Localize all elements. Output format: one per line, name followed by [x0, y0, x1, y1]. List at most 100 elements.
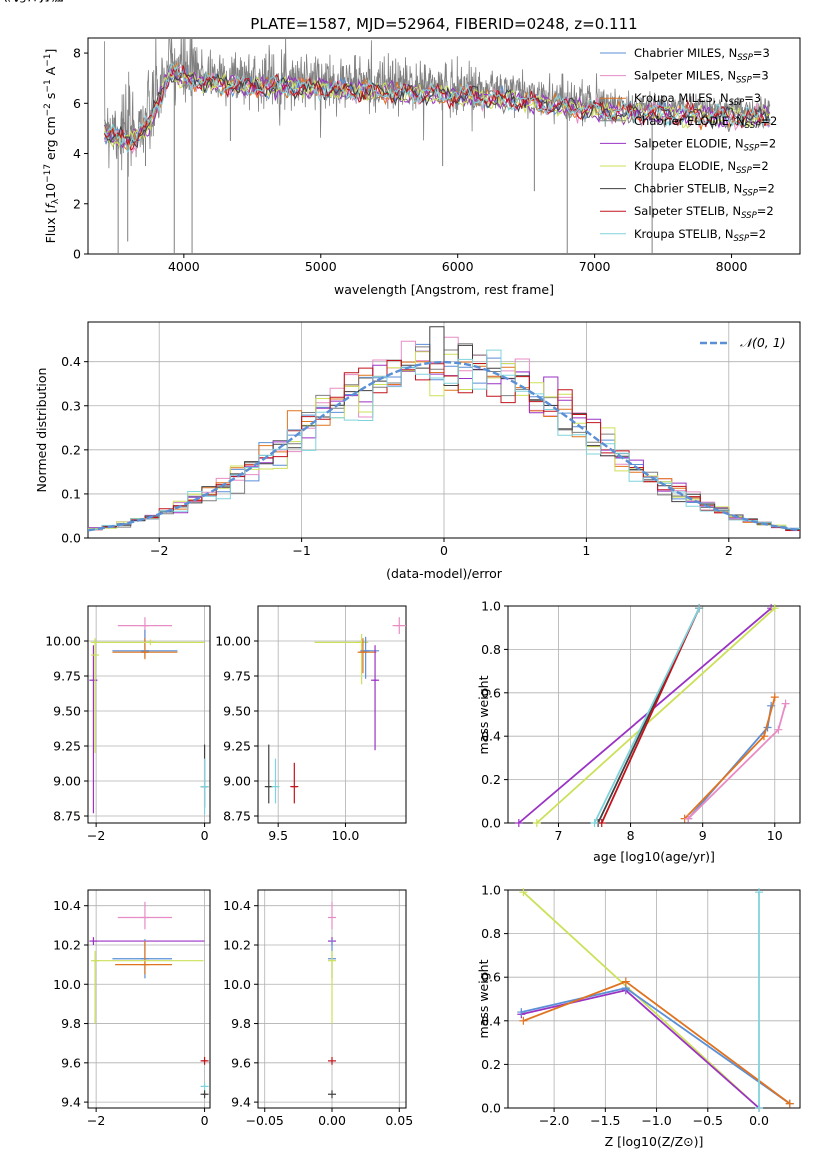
weight_vs_age-ytick-label-2: 0.4 [481, 729, 501, 744]
residuals-ytick-label-1: 0.1 [61, 486, 81, 501]
age-vs-mass-point-4 [371, 645, 380, 751]
age_vs_mass-frame [257, 605, 407, 824]
spectrum-ytick-label-2: 4 [73, 146, 81, 161]
residuals-ylabel: Normed distribution [34, 368, 49, 493]
age_vs_mass-xtick-label-1: 10.0 [332, 828, 360, 843]
weight_vs_age-ytick-label-3: 0.6 [481, 685, 501, 700]
weight-vs-age-xlabel: age [log10(age/yr)] [593, 849, 715, 864]
spectrum-model-kroupa-stelib [104, 62, 771, 154]
mass-vs-Z-point-7 [200, 1090, 209, 1099]
spectrum-xlabel: wavelength [Angstrom, rest frame] [334, 282, 554, 297]
weight_vs_age-marker-4-1 [695, 604, 704, 613]
weight-vs-age-series-4 [590, 604, 704, 827]
mass-vs-ebv-point-3 [328, 950, 336, 1024]
age-vs-Z-ylabel: age [log10(age/yr)] [0, 0, 61, 3]
spectrum-legend-label-2: Kroupa MILES, NSSP=3 [634, 91, 761, 108]
residuals-xtick-label-3: 1 [582, 543, 590, 558]
mass_vs_Z-ytick-label-4: 10.2 [53, 937, 81, 952]
mass-vs-ebv-xlabel: E(B-V) [0, 0, 19, 3]
age_vs_mass-ytick-label-4: 9.75 [223, 669, 251, 684]
weight_vs_Z-xtick-label-4: 0.0 [749, 1113, 769, 1128]
weight_vs_Z-marker-3-2 [785, 1099, 794, 1108]
weight_vs_age-ytick-label-0: 0.0 [481, 816, 501, 831]
weight_vs_Z-marker-4-0 [755, 1104, 764, 1112]
weight_vs_age-marker-7-2 [781, 699, 790, 708]
mass_vs_Z-xtick-label-1: 0 [201, 1113, 209, 1128]
figure-title: PLATE=1587, MJD=52964, FIBERID=0248, z=0… [250, 15, 637, 33]
weight_vs_Z-xtick-label-2: −1.0 [641, 1113, 671, 1128]
residuals-normal-curve [87, 360, 801, 532]
residuals-xtick-label-0: −2 [150, 543, 168, 558]
spectrum-model-kroupa-elodie [103, 71, 771, 148]
weight_vs_Z-ytick-label-0: 0.0 [481, 1101, 501, 1116]
mass_vs_ebv-xtick-label-0: −0.05 [246, 1113, 284, 1128]
weight_vs_age-marker-7-0 [684, 814, 693, 823]
mass-vs-ebv-point-4 [328, 1056, 336, 1065]
mass_vs_ebv-xtick-label-1: 0.00 [318, 1113, 346, 1128]
mass_vs_Z-ytick-label-1: 9.6 [61, 1055, 81, 1070]
mass-vs-Z-point-5 [200, 1056, 209, 1065]
spectrum-xtick-label-3: 7000 [579, 259, 611, 274]
spectrum-ytick-label-1: 2 [73, 196, 81, 211]
residuals-hist-chabrier-stelib [88, 326, 800, 530]
weight-vs-age-ylabel: mass weight [476, 675, 491, 754]
spectrum-ylabel: Flux [fλ10−17 erg cm−2 s−1 A−1] [43, 49, 61, 244]
weight_vs_Z-marker-2-0 [517, 1008, 526, 1017]
age-vs-mass-panel: 9.5 10.0 8.75 9.00 9.25 9.50 9.75 10.00 mass [lo… [0, 0, 407, 843]
mass-vs-ebv-point-5 [328, 1090, 336, 1099]
weight_vs_age-xtick-label-2: 9 [699, 828, 707, 843]
weight_vs_Z-ytick-label-2: 0.4 [481, 1013, 501, 1028]
mass-vs-Z-point-0 [117, 901, 173, 930]
age-vs-mass-point-7 [290, 762, 299, 804]
mass_vs_Z-ytick-label-2: 9.8 [61, 1016, 81, 1031]
spectrum-legend-label-1: Salpeter MILES, NSSP=3 [634, 69, 769, 86]
age-vs-mass-point-3 [357, 638, 377, 674]
residuals-ytick-label-2: 0.2 [61, 442, 81, 457]
weight_vs_Z-ytick-label-1: 0.2 [481, 1057, 501, 1072]
spectrum-legend-label-6: Chabrier STELIB, NSSP=2 [634, 182, 775, 199]
spectrum-xtick-label-1: 5000 [305, 259, 337, 274]
age-vs-Z-panel: −2 0 8.75 9.00 9.25 9.50 9.75 10.00 Z [log10(Z/Z… [0, 0, 211, 843]
age_vs_Z-frame [87, 605, 211, 824]
age_vs_Z-ytick-label-3: 9.50 [53, 704, 81, 719]
mass_vs_ebv-ytick-label-3: 10.0 [223, 977, 251, 992]
weight_vs_Z-xtick-label-0: −2.0 [539, 1113, 569, 1128]
residuals-ytick-label-3: 0.3 [61, 398, 81, 413]
spectrum-legend-label-7: Salpeter STELIB, NSSP=2 [634, 204, 774, 221]
weight_vs_age-line-0 [518, 607, 772, 824]
age-vs-mass-xlabel: mass [log10(M/M⊙)] [0, 0, 64, 3]
weight_vs_age-frame [507, 605, 801, 824]
residuals-xlabel: (data-model)/error [386, 566, 503, 581]
mass_vs_Z-ytick-label-5: 10.4 [53, 898, 81, 913]
weight_vs_age-xtick-label-1: 8 [627, 828, 635, 843]
weight_vs_Z-xtick-label-3: −0.5 [693, 1113, 723, 1128]
age_vs_Z-ytick-label-5: 10.00 [45, 634, 81, 649]
age_vs_Z-xtick-label-1: 0 [201, 828, 209, 843]
weight_vs_Z-ytick-label-4: 0.8 [481, 926, 501, 941]
weight_vs_Z-frame [507, 889, 801, 1109]
spectrum-model-salpeter-elodie [103, 68, 770, 149]
age-vs-Z-point-7 [200, 758, 209, 815]
spectrum-panel: 4000 5000 6000 7000 8000 0 2 4 6 8 wavelength [Ang… [43, 37, 801, 297]
mass-vs-ebv-point-0 [328, 901, 336, 930]
age_vs_mass-ytick-label-2: 9.25 [223, 739, 251, 754]
mass-vs-Z-point-4 [91, 950, 204, 1024]
weight_vs_Z-ytick-label-3: 0.6 [481, 970, 501, 985]
spectrum-xtick-label-4: 8000 [716, 259, 748, 274]
spectrum-xtick-label-0: 4000 [168, 259, 200, 274]
weight-vs-age-panel: 7 8 9 10 0.0 0.2 0.4 0.6 0.8 1.0 age [log10(age/yr… [476, 599, 801, 864]
spectrum-legend-label-0: Chabrier MILES, NSSP=3 [634, 46, 770, 63]
weight_vs_age-marker-6-1 [759, 732, 768, 741]
age-vs-Z-xlabel: Z [log10(Z/Z⊙)] [0, 0, 49, 3]
weight_vs_age-ytick-label-1: 0.2 [481, 772, 501, 787]
residuals-ytick-label-4: 0.4 [61, 354, 81, 369]
mass-vs-ebv-panel: −0.050.000.059.49.69.810.010.210.4E(B-V) [0, 0, 413, 1128]
mass_vs_ebv-ytick-label-4: 10.2 [223, 937, 251, 952]
residuals-xtick-label-2: 0 [440, 543, 448, 558]
age_vs_mass-ytick-label-5: 10.00 [215, 634, 251, 649]
age-vs-mass-point-6 [271, 758, 280, 804]
weight_vs_age-marker-0-0 [514, 819, 523, 827]
weight-vs-Z-xlabel: Z [log10(Z/Z⊙)] [605, 1134, 704, 1149]
weight_vs_Z-ytick-label-5: 1.0 [481, 883, 501, 898]
